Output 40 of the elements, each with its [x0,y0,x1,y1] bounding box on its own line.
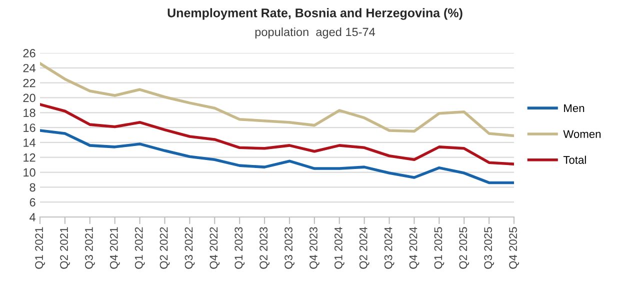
x-tick-label: Q1 2025 [434,227,444,269]
x-tick-label: Q2 2025 [459,227,470,269]
chart-title: Unemployment Rate, Bosnia and Herzegovina (%) [168,8,462,20]
y-tick-label: 22 [23,78,36,88]
x-tick-label: Q4 2022 [210,227,220,269]
line-series [40,129,514,184]
legend-label: Total [563,156,586,164]
x-tick-label: Q4 2024 [409,227,420,269]
x-tick-label: Q3 2025 [484,227,494,269]
x-tick-label: Q2 2024 [359,227,370,269]
x-tick-label: Q1 2023 [234,227,245,269]
x-tick-label: Q3 2021 [85,227,95,269]
x-tick-label: Q4 2025 [509,227,519,269]
y-tick-label: 12 [24,153,36,162]
line-series [40,62,514,138]
x-tick-label: Q1 2021 [35,227,45,269]
y-tick-label: 10 [24,168,36,177]
y-tick-label: 14 [24,138,36,147]
legend-label: Men [564,104,584,112]
y-tick-label: 20 [23,94,36,102]
x-tick-label: Q1 2024 [334,227,344,269]
x-tick-label: Q3 2022 [184,227,195,269]
y-tick-label: 26 [23,49,36,58]
y-tick-label: 6 [30,198,36,206]
x-tick-label: Q4 2021 [110,227,120,269]
x-tick-label: Q1 2022 [134,227,145,269]
x-tick-label: Q2 2023 [260,227,270,269]
y-tick-label: 8 [30,183,36,192]
x-tick-label: Q4 2023 [310,227,320,269]
chart-subtitle: population aged 15-74 [255,28,376,39]
x-tick-label: Q2 2021 [60,227,70,269]
y-tick-label: 24 [23,64,36,72]
x-tick-label: Q3 2023 [284,227,294,269]
y-tick-label: 16 [24,124,36,132]
y-tick-label: 4 [30,213,36,222]
x-tick-label: Q3 2024 [384,227,394,269]
y-tick-label: 18 [24,108,36,118]
legend-label: Women [563,130,601,138]
x-tick-label: Q2 2022 [160,227,170,269]
line-series [40,103,514,166]
